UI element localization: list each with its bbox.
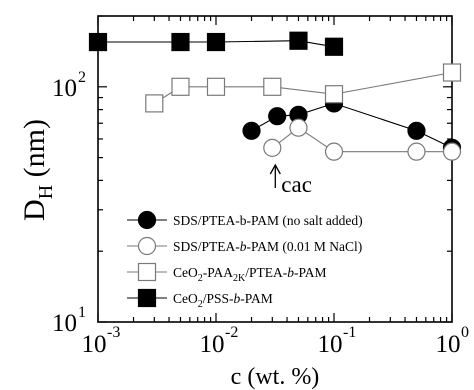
data-point bbox=[268, 107, 287, 126]
legend-entry-1: SDS/PTEA-b-PAM (no salt added) bbox=[127, 210, 363, 230]
data-point bbox=[171, 32, 190, 52]
series-2 bbox=[263, 118, 462, 161]
y-tick-label: 10 1 bbox=[52, 304, 86, 337]
legend-label-part: -PAA bbox=[203, 265, 234, 280]
x-tick-label-exponent: -1 bbox=[343, 324, 356, 341]
legend-label: SDS/PTEA-b-PAM (no salt added) bbox=[173, 213, 363, 228]
y-tick-label-exponent: 2 bbox=[78, 69, 86, 86]
x-tick-label: 10 -1 bbox=[318, 324, 357, 358]
data-point bbox=[442, 142, 462, 161]
legend-label-part: /PSS- bbox=[203, 291, 234, 306]
data-point bbox=[263, 138, 282, 157]
plot-series bbox=[88, 31, 462, 161]
plot-frame bbox=[97, 15, 453, 323]
x-tick-label: 10 -3 bbox=[82, 324, 121, 358]
data-point bbox=[407, 121, 426, 140]
y-tick-label: 10 2 bbox=[52, 69, 86, 102]
cac-arrow-head bbox=[269, 163, 281, 175]
plot-axes bbox=[97, 15, 453, 323]
x-tick-label-exponent: -3 bbox=[107, 324, 120, 341]
y-tick-label-base: 10 bbox=[52, 75, 77, 102]
y-axis-label-unit: (nm) bbox=[18, 119, 51, 185]
legend-marker bbox=[137, 236, 157, 256]
series-4 bbox=[88, 31, 344, 56]
legend-marker bbox=[137, 288, 157, 308]
legend-label-part: SDS/PTEA-b-PAM (no salt added) bbox=[173, 213, 363, 228]
cac-label: cac bbox=[281, 172, 312, 197]
legend-marker bbox=[137, 262, 157, 282]
cac-annotation: cac bbox=[269, 163, 312, 197]
legend-label-part: /PTEA- bbox=[245, 265, 288, 280]
data-point bbox=[206, 32, 226, 52]
data-point bbox=[324, 37, 344, 56]
data-point bbox=[324, 85, 344, 104]
legend: SDS/PTEA-b-PAM (no salt added) SDS/PTEA-b… bbox=[127, 210, 363, 310]
x-tick-label-base: 10 bbox=[82, 331, 107, 358]
legend-label: CeO2-PAA2K/PTEA-b-PAM bbox=[173, 265, 327, 284]
series-3 bbox=[145, 63, 462, 113]
x-tick-label-exponent: -2 bbox=[225, 324, 238, 341]
x-tick-label-exponent: 0 bbox=[461, 324, 469, 341]
x-tick-label-base: 10 bbox=[436, 331, 461, 358]
data-point bbox=[171, 77, 190, 96]
x-tick-label-base: 10 bbox=[200, 331, 225, 358]
legend-marker bbox=[137, 210, 157, 230]
legend-label-part: CeO bbox=[173, 291, 198, 306]
legend-label: CeO2/PSS-b-PAM bbox=[173, 291, 273, 310]
data-point bbox=[145, 94, 164, 113]
legend-label: SDS/PTEA-b-PAM (0.01 M NaCl) bbox=[173, 239, 362, 254]
data-point bbox=[407, 142, 426, 161]
legend-label-part: b bbox=[287, 265, 294, 280]
series-line bbox=[154, 71, 453, 104]
legend-label-part: -PAM (0.01 M NaCl) bbox=[247, 239, 363, 254]
data-point bbox=[324, 142, 344, 161]
legend-label-part: -PAM bbox=[240, 291, 273, 306]
legend-label-part: SDS/PTEA- bbox=[173, 239, 240, 254]
data-point bbox=[263, 77, 282, 96]
y-axis-label-main: D bbox=[18, 199, 51, 221]
y-axis-label-sub: H bbox=[35, 185, 57, 199]
legend-label-part: 2 bbox=[198, 299, 203, 310]
legend-label-part: b bbox=[234, 291, 241, 306]
y-tick-label-exponent: 1 bbox=[78, 304, 86, 321]
legend-entry-3: CeO2-PAA2K/PTEA-b-PAM bbox=[127, 262, 327, 284]
data-point bbox=[206, 77, 226, 96]
data-point bbox=[289, 31, 308, 50]
legend-entry-2: SDS/PTEA-b-PAM (0.01 M NaCl) bbox=[127, 236, 362, 256]
data-point bbox=[442, 63, 462, 82]
x-tick-label-base: 10 bbox=[318, 331, 343, 358]
x-axis-label: c (wt. %) bbox=[231, 364, 320, 390]
legend-label-part: 2 bbox=[198, 273, 203, 284]
x-tick-label: 10 -2 bbox=[200, 324, 239, 358]
data-point bbox=[88, 32, 108, 52]
legend-label-part: -PAM bbox=[294, 265, 327, 280]
y-axis-label: DH (nm) bbox=[18, 119, 57, 221]
y-tick-label-base: 10 bbox=[52, 310, 77, 337]
legend-label-part: CeO bbox=[173, 265, 198, 280]
legend-entry-4: CeO2/PSS-b-PAM bbox=[127, 288, 273, 310]
legend-label-part: b bbox=[240, 239, 247, 254]
data-point bbox=[289, 118, 308, 137]
legend-label-part: 2K bbox=[233, 273, 246, 284]
x-tick-label: 10 0 bbox=[436, 324, 470, 358]
data-point bbox=[242, 121, 261, 140]
